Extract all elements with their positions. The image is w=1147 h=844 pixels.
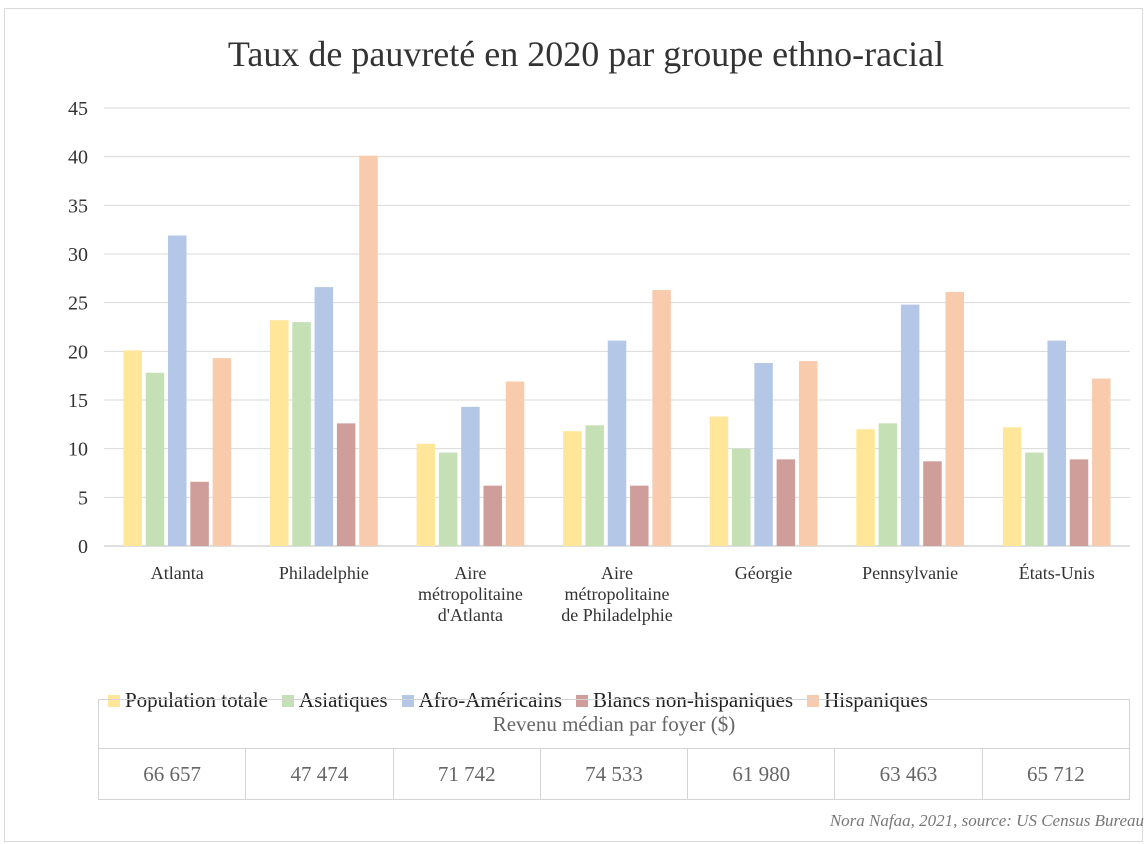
x-axis-labels: Atlanta Philadelphie Aire métropolitaine d'A… — [151, 562, 1095, 625]
y-tick-label: 20 — [68, 341, 88, 363]
x-tick-label: Pennsylvanie — [862, 563, 958, 583]
x-tick-label: États-Unis — [1019, 562, 1095, 583]
bar — [585, 425, 604, 546]
bar — [145, 372, 165, 546]
y-tick-label: 0 — [78, 536, 88, 558]
bar — [1092, 378, 1111, 546]
revenue-table-header-row: Revenu médian par foyer ($) — [98, 699, 1130, 749]
revenue-cell: 71 742 — [392, 748, 541, 800]
revenue-cell: 65 712 — [981, 748, 1131, 800]
bar — [652, 290, 671, 546]
bar — [1002, 427, 1022, 546]
bar — [856, 429, 875, 546]
chart-frame — [4, 8, 1143, 842]
y-tick-label: 15 — [68, 390, 88, 412]
bar — [1025, 452, 1044, 546]
bar — [336, 423, 356, 546]
bar — [776, 459, 796, 546]
revenue-table-values-row: 66 657 47 474 71 742 74 533 61 980 63 46… — [97, 748, 1131, 800]
chart-title: Taux de pauvreté en 2020 par groupe ethn… — [228, 34, 944, 74]
bar — [168, 235, 187, 547]
bar — [505, 381, 525, 546]
x-tick-label: Philadelphie — [279, 563, 369, 583]
bar — [483, 485, 502, 546]
revenue-table: Revenu médian par foyer ($) 66 657 47 47… — [97, 699, 1131, 800]
y-tick-label: 25 — [68, 293, 88, 315]
bar — [123, 350, 142, 546]
bar — [945, 291, 964, 546]
x-tick-label: Aire métropolitaine d'Atlanta — [418, 563, 523, 625]
revenue-cell: 61 980 — [687, 748, 836, 800]
bar — [1069, 459, 1089, 546]
bar — [212, 358, 232, 546]
bar — [1047, 340, 1066, 546]
bar — [798, 361, 818, 546]
bar — [461, 406, 480, 546]
bar — [314, 287, 334, 546]
source-note: Nora Nafaa, 2021, source: US Census Bure… — [829, 811, 1144, 830]
bar — [563, 431, 582, 546]
y-tick-label: 40 — [68, 147, 88, 169]
bar — [270, 320, 289, 546]
bars — [123, 155, 1111, 547]
bar — [630, 485, 649, 546]
bar — [292, 322, 311, 546]
revenue-cell: 66 657 — [97, 748, 247, 800]
y-tick-label: 5 — [78, 487, 88, 509]
y-tick-label: 30 — [68, 244, 88, 266]
y-tick-label: 45 — [68, 98, 88, 120]
revenue-cell: 63 463 — [834, 748, 983, 800]
bar — [438, 452, 458, 546]
bar — [754, 363, 773, 546]
bar — [416, 443, 436, 546]
bar — [359, 155, 378, 546]
bar — [190, 481, 209, 546]
y-tick-label: 10 — [68, 439, 88, 461]
bar — [900, 304, 920, 546]
bar — [732, 448, 751, 546]
revenue-table-header: Revenu médian par foyer ($) — [98, 699, 1130, 749]
bar-chart: Taux de pauvreté en 2020 par groupe ethn… — [68, 34, 1130, 625]
x-tick-label: Atlanta — [151, 563, 204, 583]
revenue-cell: 47 474 — [245, 748, 394, 800]
bar — [878, 423, 898, 546]
revenue-cell: 74 533 — [539, 748, 689, 800]
x-tick-label: Géorgie — [735, 563, 793, 583]
bar — [923, 461, 942, 546]
bar — [709, 416, 729, 546]
bar — [607, 340, 627, 546]
x-tick-label: Aire métropolitaine de Philadelphie — [561, 563, 672, 625]
y-axis-ticks: 0 5 10 15 20 25 30 35 40 45 — [68, 98, 88, 558]
y-tick-label: 35 — [68, 195, 88, 217]
